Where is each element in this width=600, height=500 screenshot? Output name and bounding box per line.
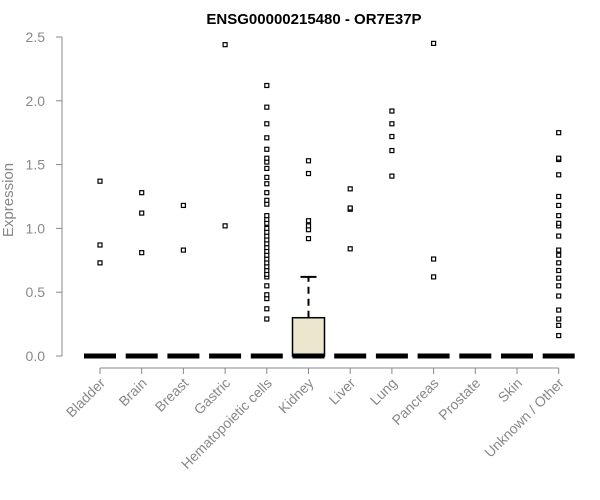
x-tick-label: Breast: [152, 375, 192, 415]
outlier-point: [305, 236, 312, 242]
outlier-point: [264, 283, 270, 289]
outlier-point: [556, 213, 562, 219]
outlier-point: [264, 121, 270, 127]
x-tick-label: Prostate: [435, 375, 483, 423]
outlier-point: [556, 307, 562, 313]
outlier-point: [556, 202, 562, 209]
y-tick-label: 1.5: [26, 157, 46, 173]
y-axis-label: Expression: [0, 163, 17, 237]
outlier-point: [264, 316, 270, 322]
outlier-point: [264, 146, 270, 152]
outlier-point: [556, 316, 562, 322]
outlier-point: [556, 267, 562, 274]
outlier-point: [556, 252, 562, 258]
outlier-point: [97, 260, 103, 266]
outlier-point: [347, 246, 353, 252]
outlier-point: [305, 158, 312, 164]
outlier-point: [431, 256, 437, 262]
outlier-point: [97, 178, 103, 184]
outlier-point: [556, 293, 562, 299]
outlier-point: [305, 218, 312, 224]
outlier-point: [556, 275, 562, 281]
outlier-point: [556, 283, 562, 289]
outlier-point: [264, 181, 270, 187]
outlier-point: [305, 223, 312, 229]
outlier-point: [180, 247, 186, 253]
outlier-point: [431, 40, 437, 46]
outlier-point: [264, 135, 270, 141]
outlier-point: [389, 121, 395, 127]
outlier-point: [389, 108, 395, 114]
outlier-point: [556, 332, 562, 339]
outlier-point: [97, 242, 103, 248]
outlier-point: [139, 250, 145, 256]
outlier-point: [264, 82, 270, 89]
outlier-point: [222, 42, 228, 48]
y-tick-label: 2.0: [26, 93, 46, 109]
outlier-point: [556, 322, 562, 328]
outlier-point: [556, 247, 562, 253]
outlier-point: [222, 223, 228, 229]
outlier-point: [347, 205, 353, 211]
outlier-point: [264, 104, 270, 110]
outlier-point: [264, 225, 270, 231]
outlier-point: [556, 130, 562, 136]
outlier-point: [389, 173, 395, 179]
outlier-point: [431, 274, 437, 280]
box-body: [291, 316, 326, 357]
outlier-point: [264, 197, 270, 203]
outlier-point: [264, 306, 270, 312]
outlier-point: [556, 220, 562, 226]
outlier-point: [264, 292, 270, 298]
outlier-point: [556, 260, 562, 266]
y-tick-label: 2.5: [26, 29, 46, 45]
outlier-point: [180, 202, 186, 209]
y-tick-label: 0.0: [26, 348, 46, 364]
outlier-point: [556, 155, 562, 161]
y-tick-label: 1.0: [26, 220, 46, 236]
outlier-point: [556, 233, 562, 239]
outlier-point: [139, 190, 145, 196]
x-tick-label: Skin: [495, 375, 526, 406]
x-tick-label: Unknown / Other: [481, 375, 567, 461]
outlier-point: [389, 147, 395, 154]
outlier-point: [264, 165, 270, 172]
outlier-point: [264, 190, 270, 196]
outlier-point: [347, 186, 353, 192]
outlier-point: [264, 213, 270, 219]
outlier-point: [556, 193, 562, 200]
chart-title: ENSG00000215480 - OR7E37P: [206, 11, 421, 28]
outlier-point: [556, 172, 562, 178]
outlier-point: [389, 133, 395, 140]
outlier-point: [139, 210, 145, 216]
x-tick-label: Brain: [115, 375, 149, 409]
x-tick-label: Bladder: [63, 375, 109, 421]
x-tick-label: Liver: [326, 375, 359, 408]
x-tick-label: Kidney: [275, 375, 317, 417]
y-tick-label: 0.5: [26, 284, 46, 300]
x-tick-label: Lung: [367, 375, 400, 408]
outlier-point: [264, 155, 270, 161]
outlier-point: [305, 170, 312, 177]
outlier-point: [264, 174, 270, 180]
